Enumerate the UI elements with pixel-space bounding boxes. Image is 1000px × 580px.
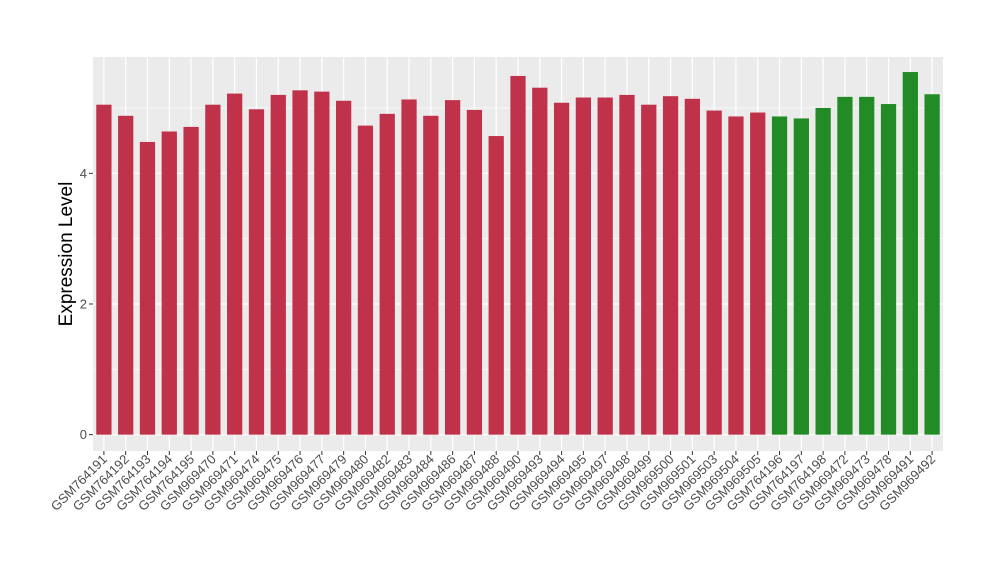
- bar-GSM969482: [379, 113, 395, 435]
- bar-GSM969499: [641, 104, 657, 435]
- bar-GSM969484: [423, 115, 439, 435]
- bar-GSM764193: [139, 141, 156, 435]
- y-tick-label: 2: [80, 296, 87, 311]
- bar-GSM969487: [466, 109, 483, 435]
- bar-GSM969475: [270, 94, 286, 435]
- bar-GSM969497: [597, 97, 613, 435]
- bar-GSM969498: [619, 94, 635, 435]
- bars: [96, 72, 940, 435]
- bar-GSM969504: [728, 116, 744, 435]
- bar-GSM969494: [553, 102, 570, 435]
- bar-GSM764196: [771, 116, 788, 435]
- bar-GSM764195: [183, 126, 199, 435]
- y-axis-title: Expression Level: [56, 182, 77, 327]
- bar-GSM969492: [924, 94, 940, 435]
- bar-GSM969505: [750, 112, 766, 435]
- bar-GSM969470: [205, 104, 221, 435]
- bar-GSM969493: [532, 87, 548, 435]
- bar-GSM969471: [227, 93, 243, 435]
- y-axis: 0 2 4: [80, 166, 93, 442]
- bar-GSM969486: [444, 100, 461, 435]
- bar-GSM969473: [859, 96, 875, 435]
- bar-GSM969500: [662, 96, 679, 435]
- bar-GSM969476: [292, 90, 308, 435]
- bar-GSM764191: [96, 104, 112, 435]
- x-axis: GSM764191GSM764192GSM764193GSM764194GSM7…: [48, 451, 938, 514]
- bar-GSM969501: [684, 98, 700, 435]
- bar-GSM969503: [706, 110, 722, 435]
- bar-GSM969490: [510, 75, 526, 435]
- bar-GSM969495: [575, 97, 592, 435]
- bar-GSM969480: [357, 125, 374, 435]
- bar-GSM764198: [815, 107, 831, 435]
- bar-GSM764192: [118, 115, 134, 435]
- bar-GSM969479: [336, 100, 352, 435]
- bar-GSM969478: [880, 104, 897, 435]
- bar-GSM969477: [314, 91, 330, 435]
- bar-GSM969491: [902, 72, 918, 435]
- bar-GSM969472: [837, 96, 853, 435]
- bar-GSM764197: [793, 118, 809, 435]
- bar-GSM969483: [401, 99, 417, 435]
- bar-GSM764194: [161, 131, 177, 435]
- y-tick-label: 4: [80, 166, 87, 181]
- bar-GSM969474: [248, 109, 265, 435]
- bar-GSM969488: [488, 136, 504, 435]
- y-tick-label: 0: [80, 427, 87, 442]
